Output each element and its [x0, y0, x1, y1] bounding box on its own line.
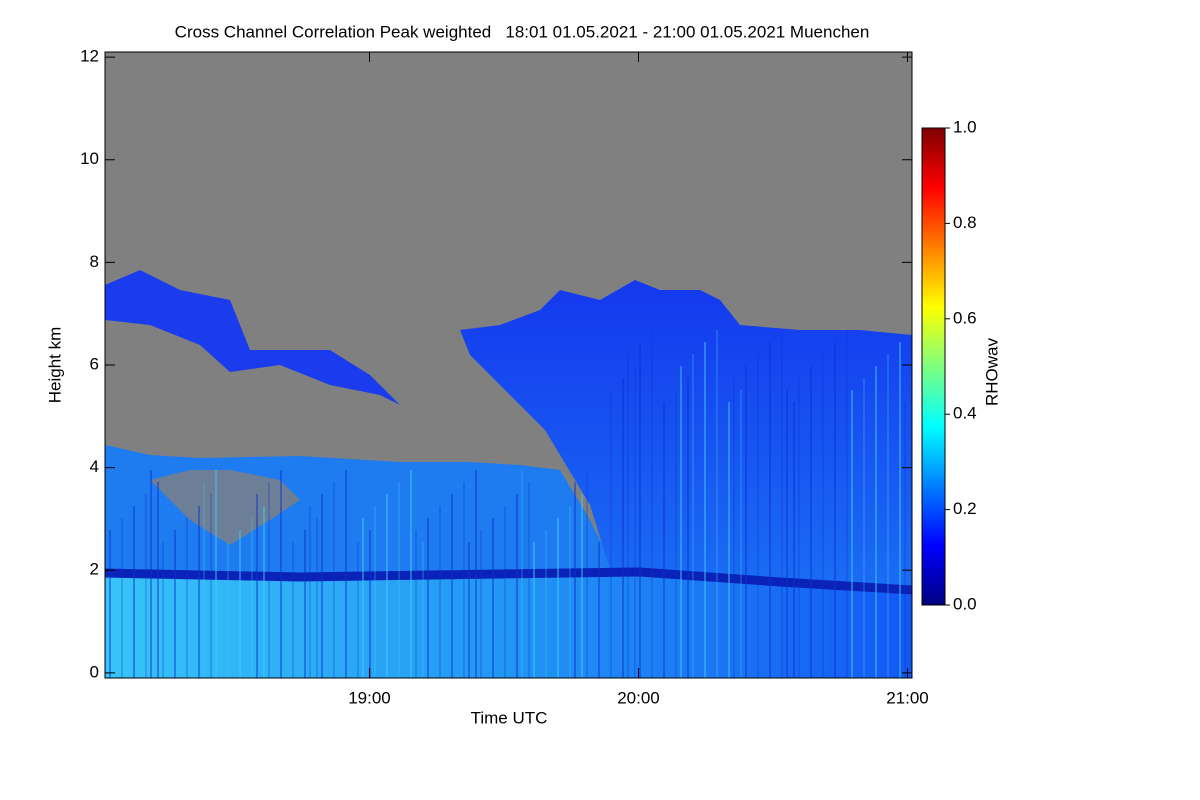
- colorbar-tick-label: 1.0: [953, 117, 977, 136]
- colorbar-tick-label: 0.4: [953, 404, 977, 423]
- chart-title: Cross Channel Correlation Peak weighted …: [175, 22, 870, 41]
- backscatter-region: [460, 280, 912, 595]
- y-axis-label: Height km: [45, 327, 64, 404]
- y-tick-label: 2: [90, 560, 99, 579]
- x-axis-label: Time UTC: [471, 708, 548, 727]
- y-tick-label: 10: [80, 149, 99, 168]
- y-tick-label: 6: [90, 354, 99, 373]
- no-data-gap: [150, 470, 300, 545]
- y-tick-label: 8: [90, 252, 99, 271]
- y-tick-label: 0: [90, 662, 99, 681]
- x-tick-label: 21:00: [886, 688, 929, 707]
- x-tick-label: 19:00: [348, 688, 391, 707]
- backscatter-region: [105, 270, 400, 405]
- y-tick-label: 12: [80, 47, 99, 66]
- x-tick-label: 20:00: [617, 688, 660, 707]
- boundary-layer-band: [105, 567, 912, 595]
- y-tick-label: 4: [90, 457, 99, 476]
- colorbar: [921, 127, 946, 606]
- colorbar-label: RHOwav: [982, 337, 1001, 406]
- colorbar-tick-label: 0.2: [953, 499, 977, 518]
- colorbar-tick-label: 0.6: [953, 308, 977, 327]
- colorbar-tick-label: 0.8: [953, 213, 977, 232]
- colorbar-tick-label: 0.0: [953, 594, 977, 613]
- plot-area: [105, 52, 912, 678]
- streaks: [105, 330, 906, 678]
